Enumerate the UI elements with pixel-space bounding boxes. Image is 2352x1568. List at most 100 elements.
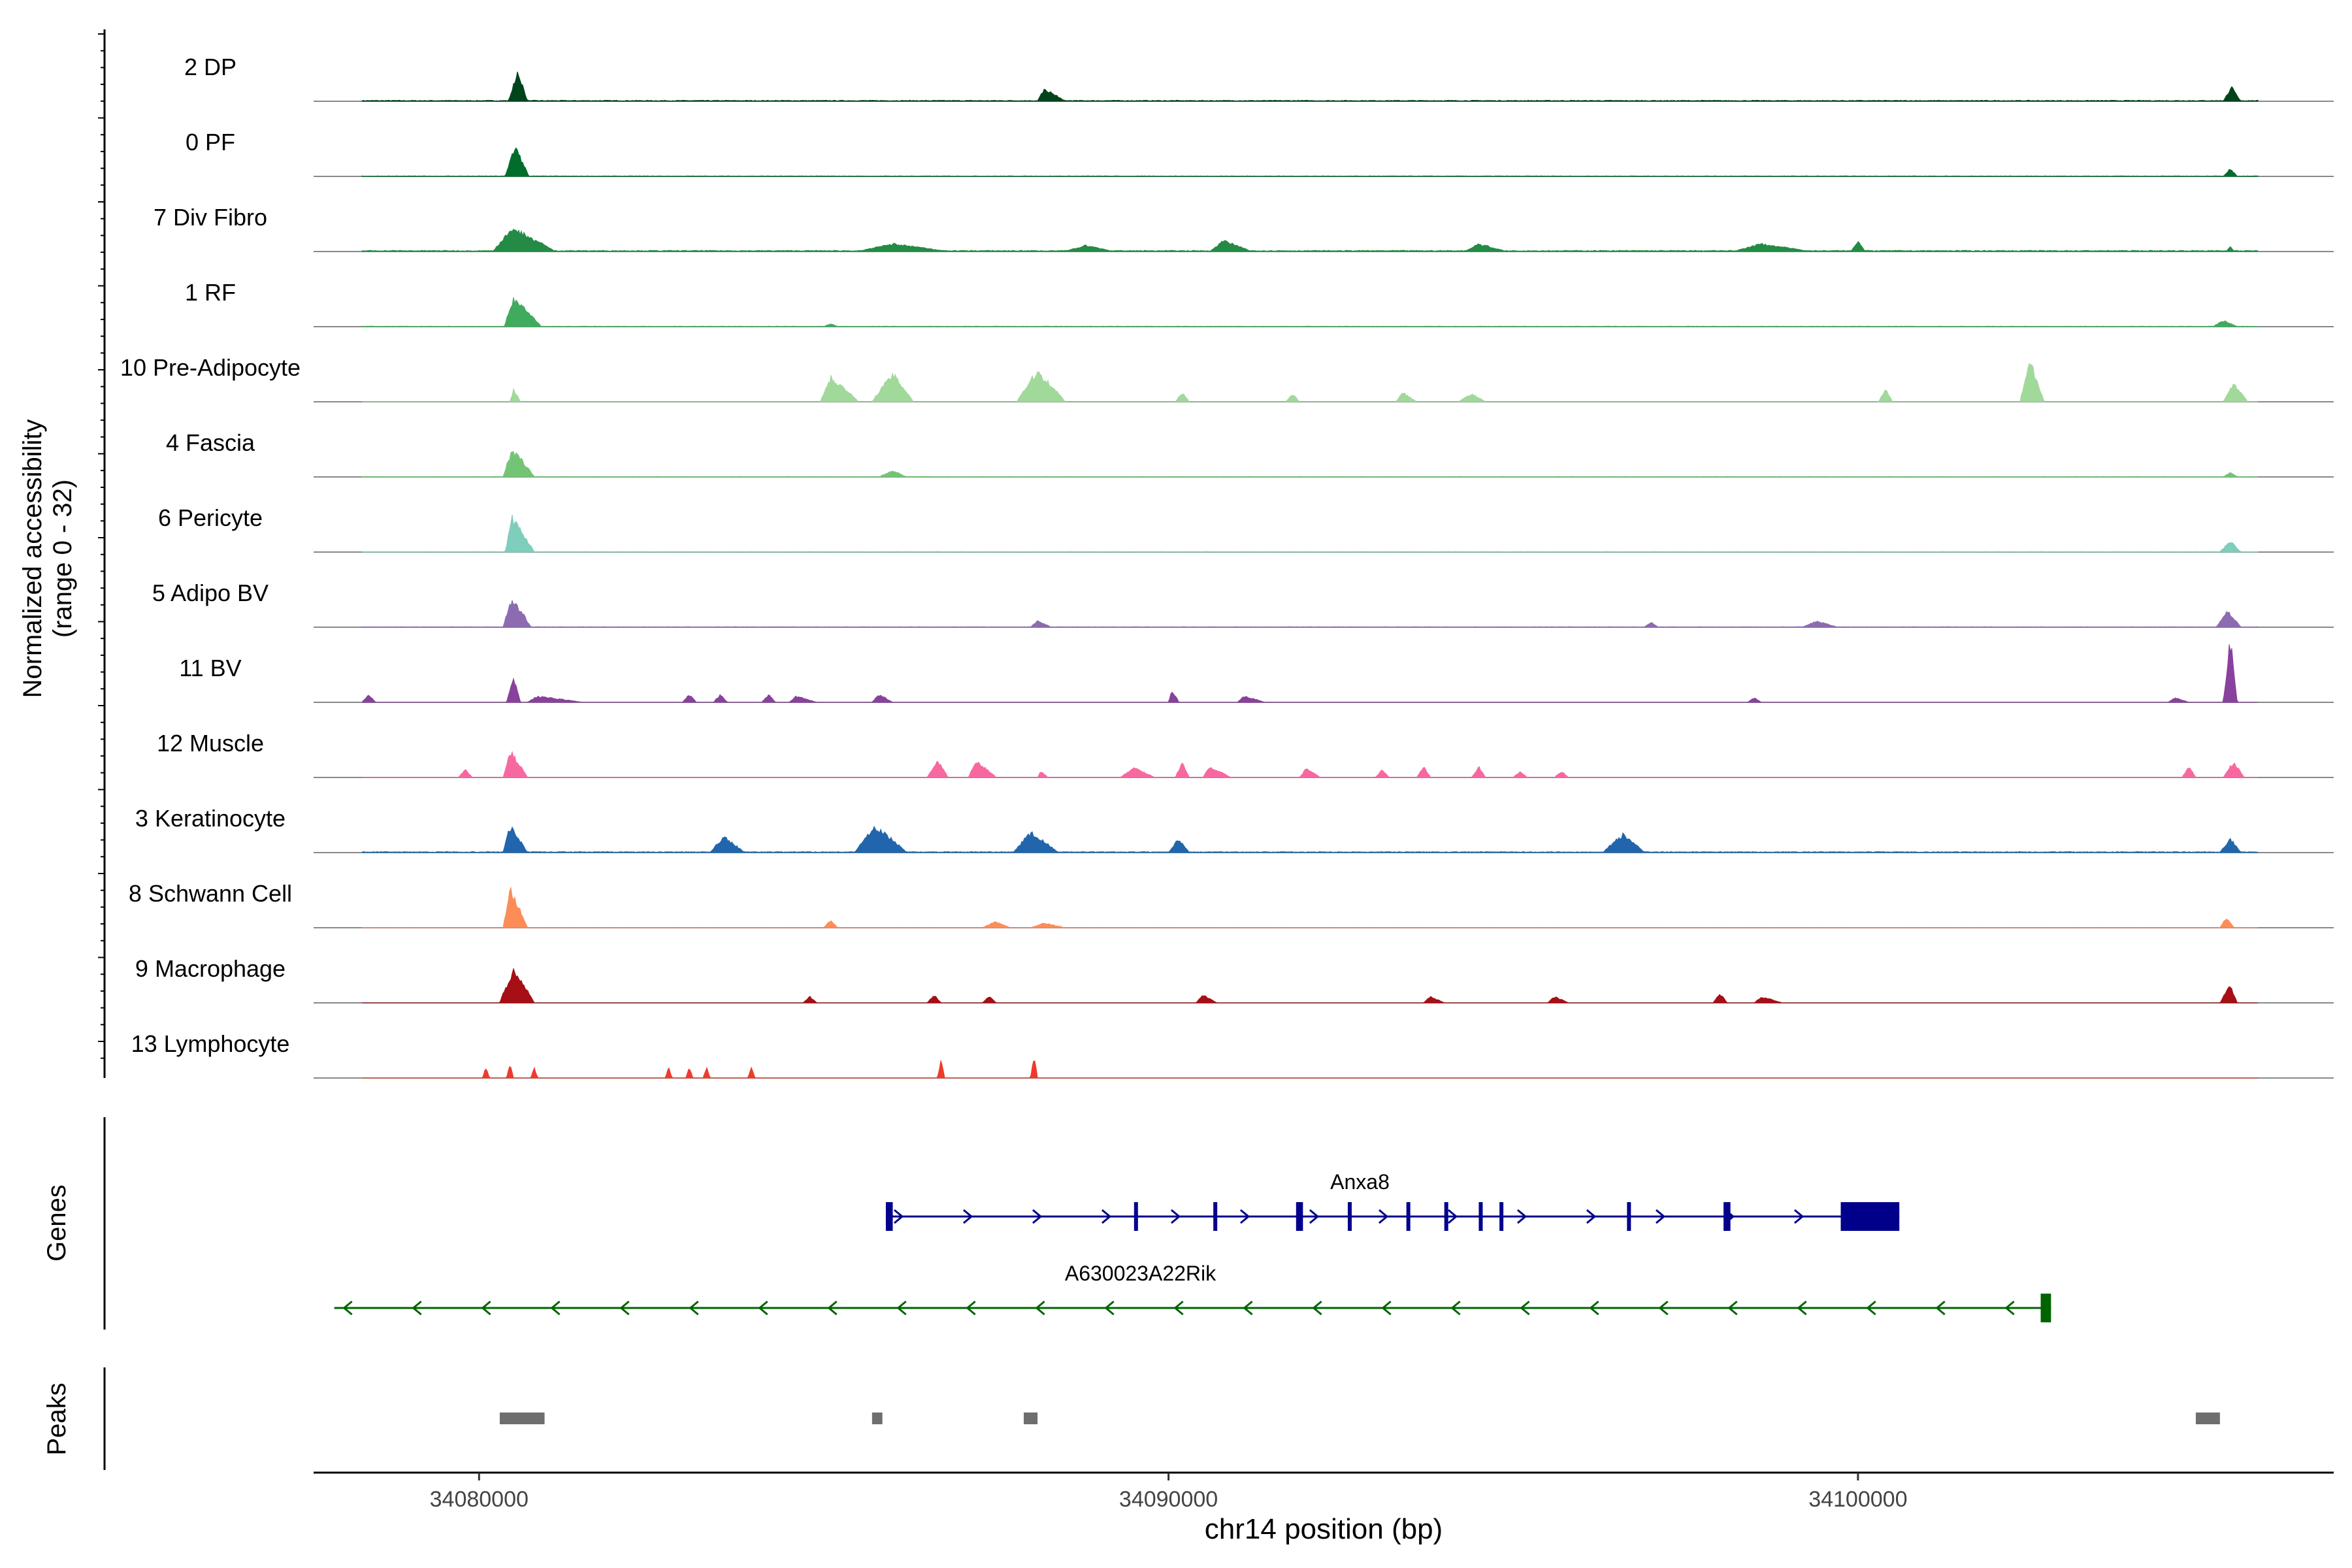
x-tick-label: 34090000 [1119, 1487, 1218, 1512]
strand-arrow [1312, 1300, 1322, 1316]
peak-region [872, 1413, 883, 1424]
coverage-area [361, 599, 2259, 628]
track-14: 13 Lymphocyte [131, 1030, 2334, 1079]
strand-arrow [619, 1300, 630, 1316]
peak-region [499, 1413, 545, 1424]
strand-arrow [1450, 1300, 1461, 1316]
exon [1627, 1202, 1631, 1231]
strand-arrow [966, 1300, 976, 1316]
track-11: 3 Keratinocyte [135, 805, 2334, 853]
peak-region [2195, 1413, 2220, 1424]
strand-arrow [1243, 1300, 1253, 1316]
y-axis-label: Normalized accessibility(range 0 - 32) [18, 419, 77, 698]
track-9: 11 BV [179, 644, 2334, 703]
exon [1499, 1202, 1504, 1231]
x-axis-label: chr14 position (bp) [1205, 1513, 1443, 1545]
track-label: 3 Keratinocyte [135, 805, 286, 832]
x-tick-label: 34100000 [1808, 1487, 1907, 1512]
exon [1296, 1202, 1303, 1231]
strand-arrow [1378, 1209, 1389, 1224]
strand-arrow [1797, 1300, 1807, 1316]
coverage-area [361, 644, 2258, 703]
strand-arrow [1173, 1300, 1184, 1316]
track-label: 13 Lymphocyte [131, 1030, 290, 1057]
coverage-area [361, 886, 2259, 928]
exon [1134, 1202, 1138, 1231]
track-5: 10 Pre-Adipocyte [120, 354, 2334, 402]
strand-arrow [1104, 1300, 1115, 1316]
exon [1840, 1202, 1900, 1231]
strand-arrow [1516, 1209, 1527, 1224]
exon [2040, 1294, 2051, 1322]
gene-name: A630023A22Rik [1065, 1262, 1217, 1285]
coverage-area [361, 229, 2259, 252]
strand-arrow [481, 1300, 491, 1316]
strand-arrow [1866, 1300, 1876, 1316]
track-label: 11 BV [179, 655, 241, 681]
track-label: 5 Adipo BV [152, 580, 269, 606]
exon [1406, 1202, 1411, 1231]
coverage-area [361, 451, 2259, 478]
exon [1347, 1202, 1352, 1231]
gene-1: Anxa8 [885, 1170, 1900, 1231]
coverage-area [362, 363, 2258, 402]
strand-arrow [893, 1209, 904, 1224]
strand-arrow [689, 1300, 699, 1316]
strand-arrow [412, 1300, 422, 1316]
exon [885, 1202, 893, 1231]
track-label: 0 PF [186, 129, 235, 155]
exon [1478, 1202, 1483, 1231]
strand-arrow [1589, 1300, 1599, 1316]
strand-arrow [1793, 1209, 1805, 1224]
strand-arrow [1655, 1209, 1666, 1224]
x-tick-label: 34080000 [430, 1487, 529, 1512]
strand-arrow [827, 1300, 838, 1316]
coverage-area [362, 968, 2258, 1004]
genes-panel-label: Genes [42, 1184, 71, 1262]
strand-arrow [1170, 1209, 1181, 1224]
track-10: 12 Muscle [157, 730, 2334, 778]
strand-arrow [758, 1300, 768, 1316]
track-label: 9 Macrophage [135, 955, 286, 982]
strand-arrow [1520, 1300, 1530, 1316]
coverage-area [362, 1060, 2258, 1079]
track-12: 8 Schwann Cell [129, 880, 2334, 928]
track-4: 1 RF [185, 279, 2334, 327]
track-label: 1 RF [185, 279, 236, 306]
strand-arrow [342, 1300, 353, 1316]
exon [1213, 1202, 1218, 1231]
strand-arrow [2004, 1300, 2015, 1316]
coverage-tracks: 2 DP 0 PF 7 Div Fibro 1 RF 10 Pre-Adipocyte 4… [120, 54, 2334, 1079]
peak-region [1023, 1413, 1038, 1424]
gene-name: Anxa8 [1330, 1170, 1390, 1194]
track-label: 7 Div Fibro [154, 204, 267, 231]
exon [1444, 1202, 1448, 1231]
strand-arrow [1239, 1209, 1250, 1224]
coverage-area [361, 297, 2259, 327]
track-label: 8 Schwann Cell [129, 880, 292, 907]
track-8: 5 Adipo BV [152, 580, 2334, 628]
strand-arrow [1586, 1209, 1597, 1224]
peaks-panel [499, 1413, 2220, 1424]
coverage-area [361, 825, 2259, 853]
track-label: 12 Muscle [157, 730, 264, 757]
gene-annotation-panel: Anxa8 A630023A22Rik [334, 1170, 2051, 1322]
gene-2: A630023A22Rik [334, 1262, 2051, 1322]
track-label: 4 Fascia [166, 429, 255, 456]
strand-arrow [1035, 1300, 1045, 1316]
strand-arrow [962, 1209, 973, 1224]
peaks-panel-label: Peaks [42, 1382, 71, 1455]
strand-arrow [1032, 1209, 1043, 1224]
track-6: 4 Fascia [166, 429, 2334, 478]
coverage-area [361, 515, 2259, 553]
x-axis-ticks: 34080000 34090000 34100000 [430, 1473, 1907, 1512]
strand-arrow [1381, 1300, 1392, 1316]
track-label: 2 DP [184, 54, 237, 80]
track-1: 2 DP [184, 54, 2334, 102]
track-2: 0 PF [186, 129, 2334, 177]
exon [1723, 1202, 1731, 1231]
strand-arrow [1727, 1300, 1738, 1316]
track-label: 6 Pericyte [158, 504, 263, 531]
track-13: 9 Macrophage [135, 955, 2334, 1004]
